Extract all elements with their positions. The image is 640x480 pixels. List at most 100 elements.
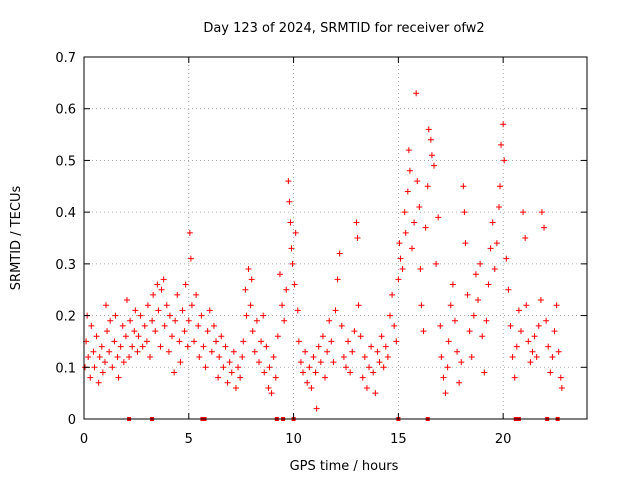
data-point <box>154 281 161 288</box>
data-point <box>107 317 114 324</box>
data-point <box>104 328 111 335</box>
data-point <box>555 348 562 355</box>
data-point <box>334 276 341 283</box>
data-point <box>179 307 186 314</box>
data-point <box>431 162 438 169</box>
data-point <box>123 297 130 304</box>
data-point <box>230 348 237 355</box>
data-point <box>147 353 154 360</box>
data-point <box>401 209 408 216</box>
plot-frame <box>83 56 588 420</box>
data-point <box>261 369 268 376</box>
data-point <box>101 359 108 366</box>
data-point <box>551 328 558 335</box>
data-point <box>163 302 170 309</box>
data-point <box>437 322 444 329</box>
data-point <box>462 240 469 247</box>
data-point <box>491 266 498 273</box>
data-point <box>276 271 283 278</box>
data-point <box>322 374 329 381</box>
data-point <box>109 364 116 371</box>
data-point <box>349 348 356 355</box>
data-point <box>447 302 454 309</box>
data-point <box>256 359 263 366</box>
data-point <box>249 328 256 335</box>
data-point <box>493 240 500 247</box>
data-point <box>213 338 220 345</box>
data-point <box>182 281 189 288</box>
data-point <box>468 353 475 360</box>
data-point <box>326 317 333 324</box>
data-point <box>545 343 552 350</box>
data-point <box>137 312 144 319</box>
data-point <box>185 317 192 324</box>
data-point <box>372 390 379 397</box>
data-point <box>266 364 273 371</box>
data-point <box>538 209 545 216</box>
data-point <box>155 307 162 314</box>
data-point <box>509 353 516 360</box>
data-point <box>216 353 223 360</box>
data-point <box>487 245 494 252</box>
data-point <box>85 353 92 360</box>
data-point <box>438 353 445 360</box>
data-point <box>523 302 530 309</box>
data-point <box>481 369 488 376</box>
data-point <box>222 343 229 350</box>
data-point <box>169 333 176 340</box>
data-point <box>243 312 250 319</box>
data-point <box>135 333 142 340</box>
data-point <box>270 353 277 360</box>
data-point <box>466 328 473 335</box>
data-point <box>497 183 504 190</box>
data-point <box>386 312 393 319</box>
data-point <box>232 384 239 391</box>
data-point <box>531 333 538 340</box>
data-point <box>115 374 122 381</box>
data-point <box>300 369 307 376</box>
data-point <box>126 353 133 360</box>
data-point <box>117 343 124 350</box>
data-point <box>501 157 508 164</box>
data-point <box>454 348 461 355</box>
data-point <box>253 317 260 324</box>
data-point <box>279 302 286 309</box>
data-point <box>149 317 156 324</box>
data-point <box>424 183 431 190</box>
data-point <box>332 307 339 314</box>
data-point <box>315 343 322 350</box>
data-point <box>251 348 258 355</box>
data-point <box>157 343 164 350</box>
data-point <box>144 302 151 309</box>
data-point <box>458 359 465 366</box>
data-point <box>380 364 387 371</box>
data-point <box>368 343 375 350</box>
data-point <box>294 307 301 314</box>
data-point <box>417 266 424 273</box>
data-point <box>237 374 244 381</box>
data-point <box>132 307 139 314</box>
data-point <box>475 297 482 304</box>
data-point <box>312 369 319 376</box>
data-point <box>427 136 434 143</box>
data-point <box>527 359 534 366</box>
data-point <box>240 338 247 345</box>
data-point <box>265 384 272 391</box>
x-axis-title: GPS time / hours <box>290 459 399 474</box>
data-point <box>91 364 98 371</box>
data-point <box>515 307 522 314</box>
y-tick-label: 0.6 <box>55 103 76 118</box>
data-point <box>111 338 118 345</box>
data-point <box>304 379 311 386</box>
data-points <box>82 90 565 412</box>
data-point <box>302 348 309 355</box>
data-point <box>88 322 95 329</box>
data-point <box>351 328 358 335</box>
data-point <box>535 322 542 329</box>
y-tick-label: 0.7 <box>55 51 76 66</box>
data-point <box>342 364 349 371</box>
data-point <box>470 312 477 319</box>
data-point <box>129 343 136 350</box>
data-point <box>336 250 343 257</box>
data-point <box>472 271 479 278</box>
